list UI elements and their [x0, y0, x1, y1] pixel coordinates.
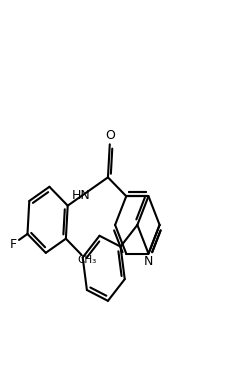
- Text: F: F: [10, 238, 16, 251]
- Text: N: N: [144, 255, 153, 268]
- Text: CH₃: CH₃: [77, 255, 96, 265]
- Text: HN: HN: [72, 190, 91, 203]
- Text: O: O: [105, 129, 115, 142]
